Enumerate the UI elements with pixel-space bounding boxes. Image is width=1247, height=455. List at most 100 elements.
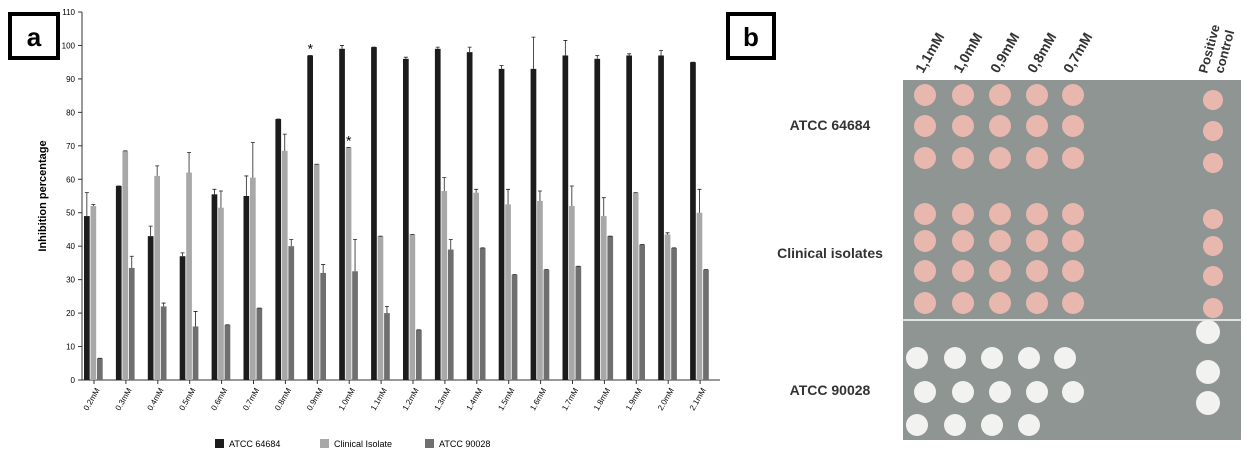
bar bbox=[633, 193, 639, 380]
bar bbox=[563, 55, 569, 380]
y-tick-label: 20 bbox=[66, 309, 75, 318]
colony bbox=[914, 230, 936, 252]
bar bbox=[499, 69, 505, 380]
error-bar bbox=[666, 233, 670, 235]
colony bbox=[1018, 414, 1040, 436]
error-bar bbox=[697, 189, 701, 212]
error-bar bbox=[531, 37, 535, 69]
bar bbox=[288, 246, 294, 380]
y-tick-label: 60 bbox=[66, 175, 75, 184]
colony bbox=[914, 84, 936, 106]
bar bbox=[218, 208, 224, 380]
y-tick-label: 90 bbox=[66, 75, 75, 84]
bar bbox=[703, 270, 709, 380]
colony bbox=[981, 347, 1003, 369]
error-bar bbox=[130, 256, 134, 268]
colony bbox=[1062, 292, 1084, 314]
colony bbox=[906, 347, 928, 369]
y-tick-label: 0 bbox=[71, 376, 76, 385]
x-tick-label: 0.8mM bbox=[273, 386, 293, 412]
y-tick-label: 110 bbox=[62, 8, 75, 17]
column-label: 0,8mM bbox=[1024, 30, 1060, 76]
colony bbox=[989, 230, 1011, 252]
colony bbox=[1018, 347, 1040, 369]
error-bar bbox=[500, 66, 504, 69]
bar bbox=[601, 216, 607, 380]
bar bbox=[639, 245, 645, 380]
colony bbox=[952, 203, 974, 225]
bar bbox=[697, 213, 703, 380]
error-bar bbox=[244, 176, 248, 196]
colony bbox=[1203, 121, 1223, 141]
bar bbox=[225, 325, 231, 380]
x-tick-label: 1.9mM bbox=[624, 386, 644, 412]
column-label: 1,0mM bbox=[950, 30, 986, 76]
colony bbox=[1203, 298, 1223, 318]
bar bbox=[537, 201, 543, 380]
y-tick-label: 80 bbox=[66, 108, 75, 117]
bar bbox=[403, 59, 409, 380]
y-tick-label: 70 bbox=[66, 142, 75, 151]
bar bbox=[250, 178, 256, 380]
panel-label: a bbox=[27, 22, 42, 52]
error-bar bbox=[442, 178, 446, 191]
error-bar bbox=[251, 142, 255, 177]
bar bbox=[607, 236, 613, 380]
colony bbox=[1062, 230, 1084, 252]
bar bbox=[378, 236, 384, 380]
x-tick-label: 0.7mM bbox=[241, 386, 261, 412]
bar bbox=[339, 49, 345, 380]
colony bbox=[1196, 320, 1220, 344]
x-tick-label: 1.5mM bbox=[496, 386, 516, 412]
bar bbox=[97, 358, 103, 380]
x-tick-label: 0.4mM bbox=[146, 386, 166, 412]
error-bar bbox=[91, 204, 95, 206]
annotation: * bbox=[308, 40, 314, 56]
error-bar bbox=[321, 265, 325, 273]
y-tick-label: 50 bbox=[66, 209, 75, 218]
legend-label: ATCC 64684 bbox=[229, 439, 280, 449]
bar bbox=[594, 59, 600, 380]
error-bar bbox=[385, 306, 389, 313]
legend-label: ATCC 90028 bbox=[439, 439, 490, 449]
error-bar bbox=[449, 239, 453, 249]
bar bbox=[416, 330, 422, 380]
bar bbox=[512, 275, 518, 380]
error-bar bbox=[436, 47, 440, 49]
figure: a b Inhibition percentage 01020304050607… bbox=[0, 0, 1247, 450]
error-bar bbox=[627, 54, 631, 56]
colony bbox=[952, 115, 974, 137]
colony bbox=[914, 260, 936, 282]
y-tick-label: 30 bbox=[66, 276, 75, 285]
colony bbox=[1203, 236, 1223, 256]
colony bbox=[1062, 203, 1084, 225]
colony bbox=[989, 381, 1011, 403]
colony bbox=[914, 292, 936, 314]
colony bbox=[1054, 347, 1076, 369]
bar bbox=[371, 47, 377, 380]
bar bbox=[531, 69, 537, 380]
bar bbox=[473, 193, 479, 380]
bar bbox=[129, 268, 135, 380]
legend-swatch bbox=[425, 439, 434, 448]
error-bar bbox=[353, 239, 357, 271]
error-bar bbox=[85, 193, 89, 216]
x-tick-label: 1.6mM bbox=[528, 386, 548, 412]
bar bbox=[346, 147, 352, 380]
x-tick-label: 0.5mM bbox=[177, 386, 197, 412]
error-bar bbox=[506, 189, 510, 204]
bar bbox=[148, 236, 154, 380]
colony bbox=[952, 381, 974, 403]
x-tick-label: 0.6mM bbox=[209, 386, 229, 412]
colony bbox=[1203, 266, 1223, 286]
colony bbox=[914, 147, 936, 169]
bar bbox=[91, 206, 97, 380]
error-bar bbox=[474, 189, 478, 192]
bar bbox=[671, 248, 677, 380]
colony bbox=[952, 230, 974, 252]
colony bbox=[989, 292, 1011, 314]
error-bar bbox=[468, 47, 472, 52]
y-axis-label: Inhibition percentage bbox=[37, 140, 49, 251]
colony bbox=[1062, 260, 1084, 282]
colony bbox=[1026, 115, 1048, 137]
